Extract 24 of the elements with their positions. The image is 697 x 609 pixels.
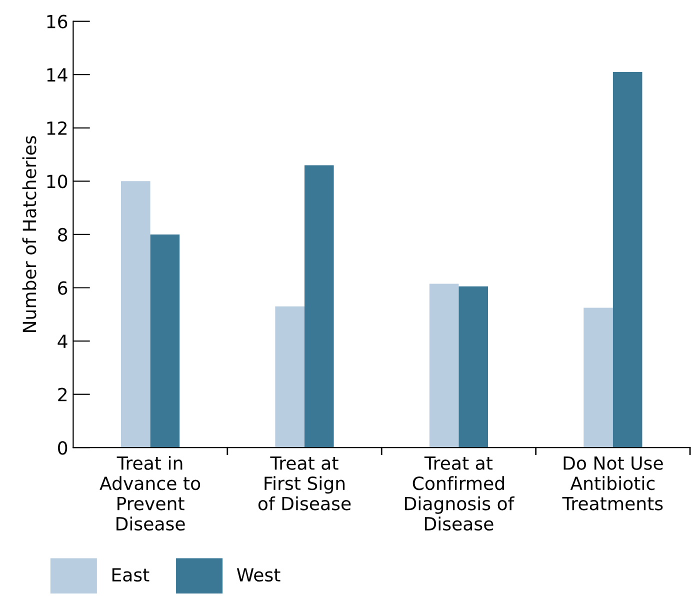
y-tick-label: 0 [58,441,68,455]
bar [458,286,488,448]
bar [584,308,613,448]
bar [429,284,459,448]
x-tick-label: Treat at Confirmed Diagnosis of Disease [405,456,515,531]
y-tick-label: 14 [47,68,68,82]
y-tick-label: 4 [58,334,68,348]
y-tick-label: 6 [58,281,68,295]
bar [304,165,334,448]
y-tick-label: 2 [58,388,67,402]
y-tick-label: 12 [47,121,67,135]
x-tick-label: Do Not Use Antibiotic Treatments [562,456,663,510]
y-tick-label: 16 [47,14,68,28]
legend-label: East [112,568,150,582]
y-tick-label: 10 [47,174,68,188]
y-axis-title: Number of Hatcheries [22,136,36,332]
x-tick-label: Treat at First Sign of Disease [258,456,351,510]
y-tick-label: 8 [58,228,68,242]
bar [612,72,642,448]
bar [275,306,304,448]
bar [120,181,150,448]
legend-label: West [236,568,280,582]
x-tick-label: Treat in Advance to Prevent Disease [100,456,200,531]
bar [150,234,180,448]
